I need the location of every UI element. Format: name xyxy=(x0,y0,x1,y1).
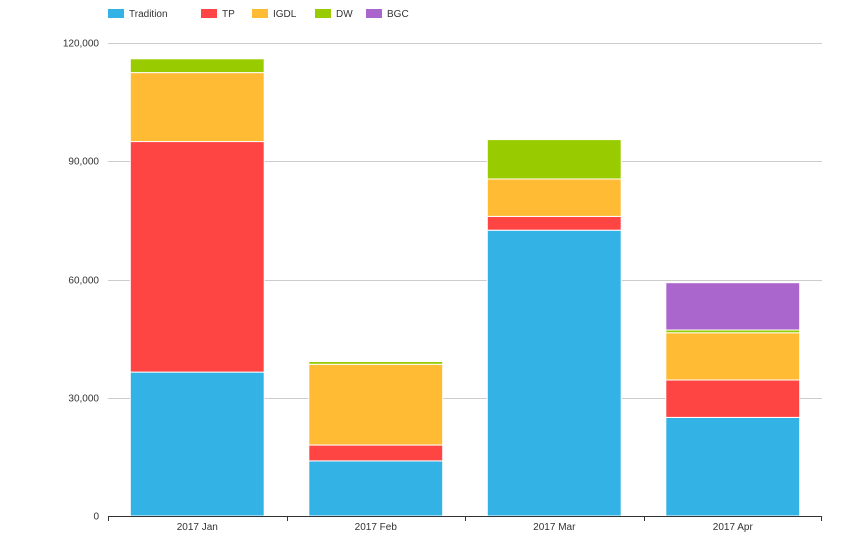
bar-segment-dw[interactable] xyxy=(486,139,622,180)
x-tick-label: 2017 Mar xyxy=(533,522,576,533)
legend-swatch-bgc[interactable] xyxy=(366,9,382,18)
legend-swatch-tp[interactable] xyxy=(201,9,217,18)
bar-segment-dw[interactable] xyxy=(129,58,265,74)
bar-segment-igdl[interactable] xyxy=(486,178,622,217)
bar-segment-igdl[interactable] xyxy=(665,332,801,381)
legend-swatch-dw[interactable] xyxy=(315,9,331,18)
x-axis-ticks: 2017 Jan 2017 Feb 2017 Mar 2017 Apr xyxy=(108,516,822,533)
y-tick-label: 60,000 xyxy=(68,276,99,287)
bar-segment-tp[interactable] xyxy=(308,444,444,462)
bar-segment-tp[interactable] xyxy=(129,141,265,373)
x-tick-label: 2017 Jan xyxy=(177,522,218,533)
y-axis-ticks: 0 30,000 60,000 90,000 120,000 xyxy=(63,39,100,523)
bar-segment-dw[interactable] xyxy=(308,361,444,365)
bar-segment-tp[interactable] xyxy=(486,215,622,231)
legend-swatch-igdl[interactable] xyxy=(252,9,268,18)
bar-segment-tradition[interactable] xyxy=(308,460,444,517)
bars xyxy=(129,58,801,517)
y-tick-label: 0 xyxy=(93,512,99,523)
legend-swatch-tradition[interactable] xyxy=(108,9,124,18)
legend-label-tradition[interactable]: Tradition xyxy=(129,9,168,20)
legend-label-dw[interactable]: DW xyxy=(336,9,353,20)
bar-segment-tradition[interactable] xyxy=(486,229,622,517)
legend: Tradition TP IGDL DW BGC xyxy=(108,9,409,20)
bar-segment-igdl[interactable] xyxy=(129,72,265,143)
legend-label-bgc[interactable]: BGC xyxy=(387,9,409,20)
bar-segment-tradition[interactable] xyxy=(665,417,801,517)
legend-label-igdl[interactable]: IGDL xyxy=(273,9,297,20)
x-tick-label: 2017 Apr xyxy=(713,522,754,533)
y-tick-label: 120,000 xyxy=(63,39,100,50)
legend-label-tp[interactable]: TP xyxy=(222,9,235,20)
bar-segment-tp[interactable] xyxy=(665,379,801,418)
bar-segment-tradition[interactable] xyxy=(129,371,265,517)
bar-segment-igdl[interactable] xyxy=(308,363,444,446)
bar-segment-bgc[interactable] xyxy=(665,282,801,331)
y-tick-label: 90,000 xyxy=(68,157,99,168)
x-tick-label: 2017 Feb xyxy=(355,522,398,533)
y-tick-label: 30,000 xyxy=(68,394,99,405)
